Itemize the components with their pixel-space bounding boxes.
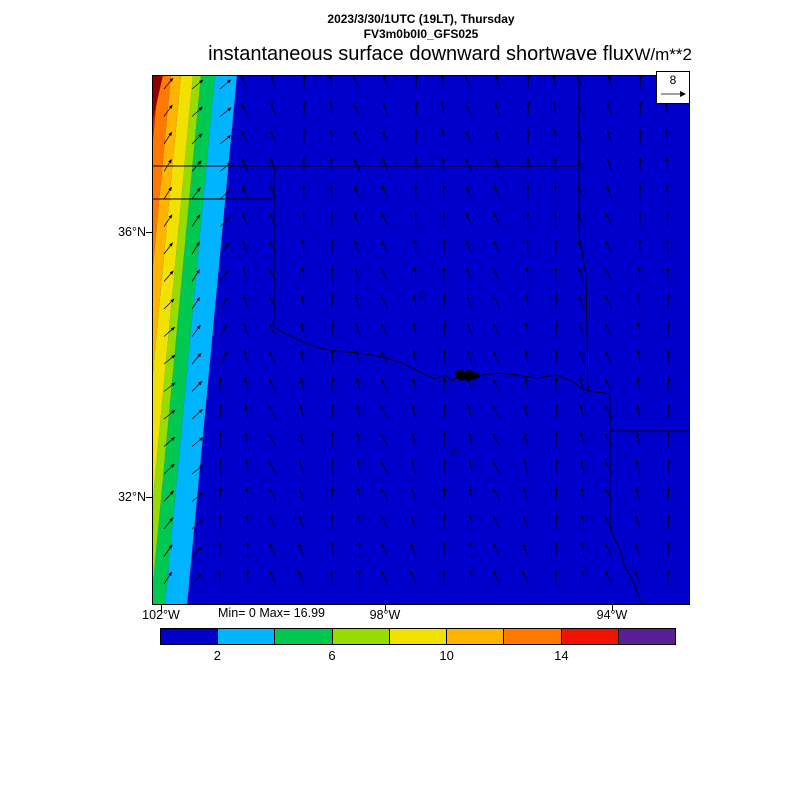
- header-model: FV3m0b0I0_GFS025: [363, 27, 479, 41]
- axis-tick: [385, 605, 386, 611]
- terminator-strip: [152, 75, 163, 121]
- colorbar-segment: [217, 629, 275, 644]
- map-svg: ☆ ☆: [96, 74, 690, 606]
- y-tick-label: 36°N: [118, 225, 146, 239]
- colorbar-segment: [331, 629, 389, 644]
- reference-vector-box: 8: [656, 71, 690, 104]
- colorbar-segment: [560, 629, 618, 644]
- city-star: ☆: [449, 444, 461, 459]
- map-plot: ☆ ☆: [96, 74, 690, 606]
- plot-title: instantaneous surface downward shortwave…: [208, 43, 634, 65]
- state-borders: [152, 75, 690, 606]
- colorbar-segment: [503, 629, 561, 644]
- colorbar-segment: [617, 629, 675, 644]
- colorbar-tick-label: 10: [439, 648, 454, 663]
- lake-blob: [455, 369, 480, 381]
- colorbar-segment: [446, 629, 504, 644]
- colorbar-segment: [388, 629, 447, 644]
- reference-vector-arrow-icon: [661, 91, 686, 97]
- axis-tick: [612, 605, 613, 611]
- axis-tick: [146, 232, 152, 233]
- units-label: W/m**2: [634, 45, 692, 64]
- colorbar-tick-label: 14: [554, 648, 569, 663]
- y-tick-label: 32°N: [118, 490, 146, 504]
- map-background: [152, 75, 690, 605]
- colorbar-segment: [274, 629, 332, 644]
- plot-frame: [152, 75, 690, 605]
- colorbar-segment: [161, 629, 218, 644]
- colorbar-tick-label: 2: [213, 648, 221, 663]
- terminator-strip: [151, 75, 215, 605]
- x-tick-label: 94°W: [596, 608, 628, 622]
- wind-vector-arrows: [163, 74, 671, 585]
- x-tick-label: 98°W: [369, 608, 401, 622]
- colorbar: [160, 628, 676, 645]
- terminator-strip: [143, 75, 201, 605]
- city-star: ☆: [417, 287, 429, 302]
- terminator-strip: [165, 75, 237, 605]
- x-tick-label: 102°W: [142, 608, 180, 622]
- header-datetime: 2023/3/30/1UTC (19LT), Thursday: [327, 12, 515, 26]
- axis-tick: [161, 605, 162, 611]
- colorbar-tick-label: 6: [328, 648, 336, 663]
- axis-tick: [146, 497, 152, 498]
- stats-minmax: Min= 0 Max= 16.99: [218, 606, 326, 620]
- reference-vector-value: 8: [669, 73, 677, 87]
